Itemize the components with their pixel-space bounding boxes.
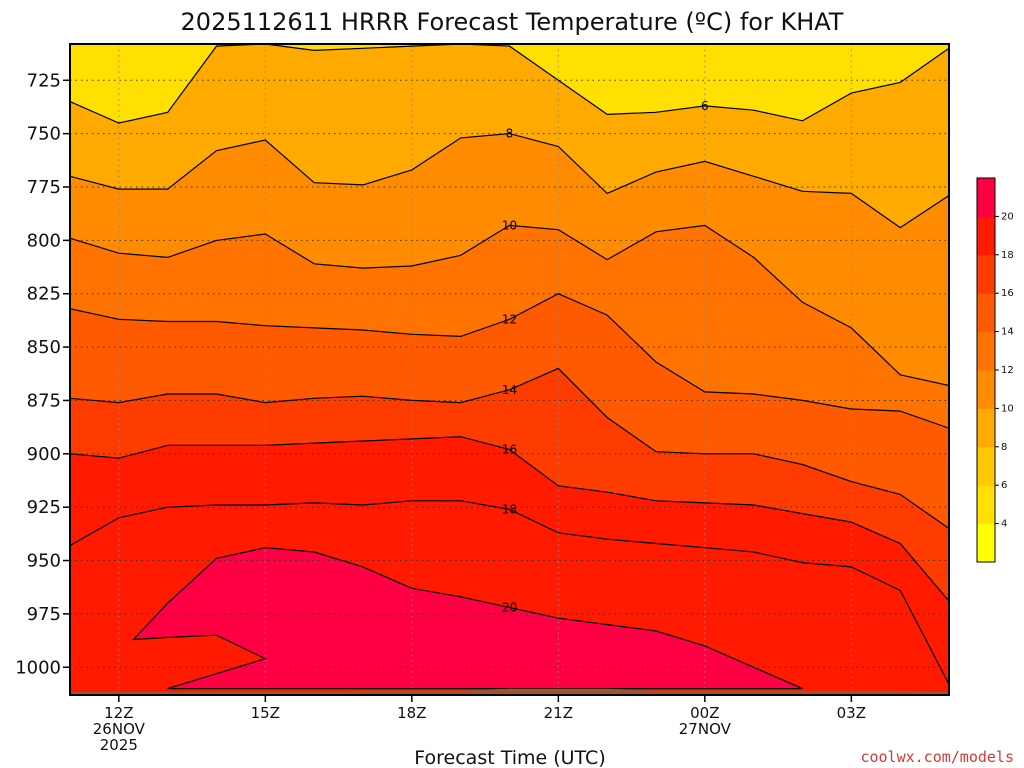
- grid: [70, 44, 949, 695]
- y-tick-label-725: 725: [27, 70, 61, 91]
- y-tick-label-850: 850: [27, 337, 61, 358]
- colorbar-tick-label-18: 18: [1001, 250, 1014, 261]
- colorbar-segment-10: [977, 370, 995, 409]
- contour-14: [70, 367, 949, 529]
- contour-8: [70, 132, 949, 229]
- colorbar-segment-20: [977, 178, 995, 217]
- x-tick-label-03Z-1: 03Z: [837, 704, 866, 722]
- x-tick-label-12Z-3: 2025: [100, 736, 138, 754]
- x-tick-label-12Z-2: 26NOV: [93, 720, 146, 738]
- colorbar-segment-12: [977, 331, 995, 371]
- colorbar-tick-label-8: 8: [1001, 442, 1007, 453]
- colorbar-segment-8: [977, 408, 995, 448]
- x-tick-label-18Z-1: 18Z: [397, 704, 426, 722]
- colorbar-tick-label-12: 12: [1001, 365, 1014, 376]
- colorbar-segment-14: [977, 293, 995, 333]
- x-tick-label-00Z-2: 27NOV: [679, 720, 732, 738]
- y-tick-label-1000: 1000: [15, 657, 61, 678]
- x-tick-label-00Z-1: 00Z: [690, 704, 719, 722]
- colorbar-tick-label-4: 4: [1001, 519, 1007, 530]
- colorbar-segment-6: [977, 446, 995, 486]
- y-tick-label-825: 825: [27, 284, 61, 305]
- x-tick-label-12Z-1: 12Z: [104, 704, 133, 722]
- ground: [70, 688, 949, 695]
- fill-band-4-6: [70, 44, 949, 123]
- contour-label-18: 18: [502, 502, 517, 516]
- contour-18: [70, 500, 949, 685]
- y-tick-label-950: 950: [27, 551, 61, 572]
- contour-10: [70, 224, 949, 387]
- y-tick-label-900: 900: [27, 444, 61, 465]
- colorbar-tick-label-14: 14: [1001, 327, 1014, 338]
- colorbar-segment-4: [977, 485, 995, 525]
- y-tick-label-925: 925: [27, 497, 61, 518]
- temperature-fills: [70, 44, 949, 695]
- colorbar-segment-2: [977, 523, 995, 563]
- contour-label-10: 10: [502, 218, 517, 232]
- contour-label-6: 6: [701, 99, 709, 113]
- contour-lines: [70, 44, 949, 690]
- contour-label-20: 20: [502, 600, 517, 614]
- contour-label-8: 8: [506, 127, 514, 141]
- y-tick-label-775: 775: [27, 177, 61, 198]
- y-tick-label-800: 800: [27, 230, 61, 251]
- plot-frame: [69, 43, 950, 696]
- x-axis-label: Forecast Time (UTC): [414, 747, 605, 768]
- chart-title: 2025112611 HRRR Forecast Temperature (ºC…: [181, 8, 844, 36]
- contour-20: [132, 547, 803, 690]
- colorbar-tick-label-20: 20: [1001, 211, 1014, 222]
- colorbar-tick-label-6: 6: [1001, 480, 1007, 491]
- contour-16: [70, 436, 949, 602]
- y-axis: 725 750 775 800 825 850 875 900 925 950 975 1000: [15, 70, 70, 678]
- x-tick-label-15Z-1: 15Z: [251, 704, 280, 722]
- credit-text: coolwx.com/models: [860, 748, 1014, 766]
- ground-strip: [70, 692, 949, 695]
- y-tick-label-975: 975: [27, 604, 61, 625]
- colorbar-tick-label-16: 16: [1001, 288, 1014, 299]
- contour-labels: 6 8 10 12 14 16 18 20: [502, 99, 709, 615]
- contour-label-14: 14: [502, 383, 517, 397]
- colorbar-tick-label-10: 10: [1001, 403, 1014, 414]
- contour-label-16: 16: [502, 443, 517, 457]
- x-tick-label-21Z-1: 21Z: [544, 704, 573, 722]
- colorbar: 4 6 8 10 12 14 16 18 20: [976, 177, 1014, 563]
- y-tick-label-750: 750: [27, 124, 61, 145]
- contour-label-12: 12: [502, 312, 517, 326]
- colorbar-segment-16: [977, 254, 995, 294]
- colorbar-segment-18: [977, 216, 995, 256]
- contour-6: [70, 44, 949, 124]
- contour-12: [70, 293, 949, 429]
- y-tick-label-875: 875: [27, 390, 61, 411]
